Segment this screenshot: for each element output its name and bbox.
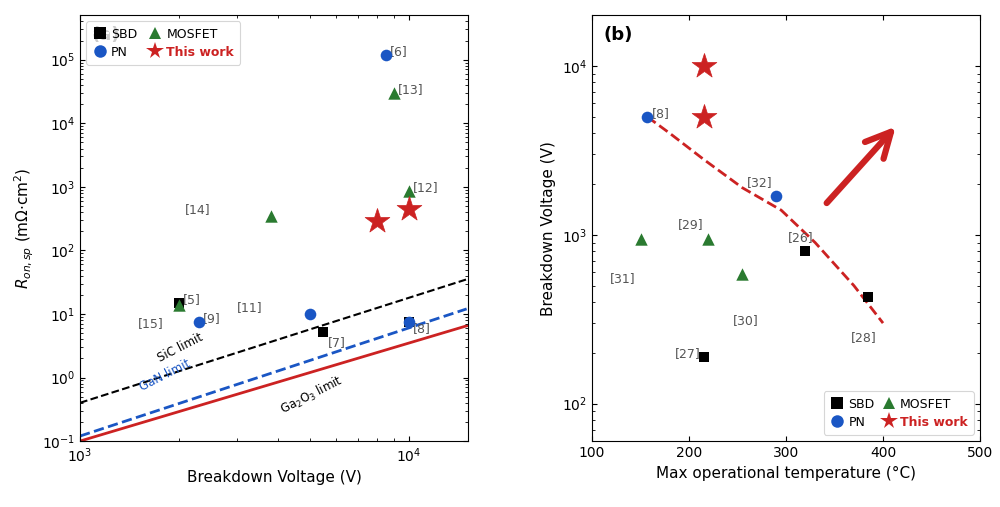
- Point: [734, 269, 750, 277]
- Y-axis label: Breakdown Voltage (V): Breakdown Voltage (V): [541, 141, 556, 315]
- X-axis label: Breakdown Voltage (V): Breakdown Voltage (V): [187, 470, 361, 485]
- Text: [11]: [11]: [237, 301, 262, 314]
- Point: [696, 62, 712, 70]
- Text: [8]: [8]: [413, 322, 431, 335]
- Point: [369, 218, 385, 226]
- Text: GaN limit: GaN limit: [138, 357, 193, 393]
- Point: [696, 352, 712, 360]
- Point: [860, 293, 876, 301]
- Point: [639, 113, 655, 121]
- Legend: SBD, PN, MOSFET, This work: SBD, PN, MOSFET, This work: [824, 391, 974, 435]
- Point: [401, 204, 417, 212]
- Point: [401, 318, 417, 326]
- Point: [401, 187, 417, 195]
- Point: [378, 51, 394, 59]
- Text: [6]: [6]: [390, 45, 408, 58]
- Point: [696, 113, 712, 121]
- X-axis label: Max operational temperature (°C): Max operational temperature (°C): [656, 465, 916, 481]
- Text: (b): (b): [604, 26, 633, 44]
- Text: [31]: [31]: [610, 272, 635, 285]
- Text: [28]: [28]: [851, 331, 877, 344]
- Point: [191, 318, 207, 326]
- Text: [8]: [8]: [652, 107, 670, 120]
- Text: [26]: [26]: [788, 231, 814, 244]
- Text: [13]: [13]: [398, 83, 424, 96]
- Text: [12]: [12]: [413, 182, 439, 194]
- Point: [171, 301, 187, 309]
- Point: [700, 235, 716, 243]
- Point: [401, 318, 417, 326]
- Point: [768, 192, 784, 200]
- Text: (a): (a): [92, 26, 120, 44]
- Text: [7]: [7]: [328, 336, 345, 349]
- Point: [797, 247, 813, 255]
- Text: [9]: [9]: [203, 312, 221, 325]
- Point: [386, 89, 402, 97]
- Text: SiC limit: SiC limit: [156, 331, 205, 365]
- Text: [32]: [32]: [747, 176, 773, 189]
- Point: [263, 212, 279, 220]
- Text: [30]: [30]: [733, 314, 758, 328]
- Text: [5]: [5]: [183, 293, 201, 306]
- Text: [14]: [14]: [185, 203, 211, 216]
- Point: [302, 310, 318, 318]
- Text: [27]: [27]: [675, 347, 700, 359]
- Point: [171, 299, 187, 307]
- Text: [29]: [29]: [677, 219, 703, 231]
- Y-axis label: $R_{on,sp}$ (m$\Omega$$\cdot$cm$^2$): $R_{on,sp}$ (m$\Omega$$\cdot$cm$^2$): [13, 167, 36, 289]
- Point: [633, 235, 649, 243]
- Text: [15]: [15]: [138, 317, 164, 330]
- Text: Ga$_2$O$_3$ limit: Ga$_2$O$_3$ limit: [278, 373, 346, 418]
- Legend: SBD, PN, MOSFET, This work: SBD, PN, MOSFET, This work: [86, 21, 240, 65]
- Point: [315, 328, 331, 336]
